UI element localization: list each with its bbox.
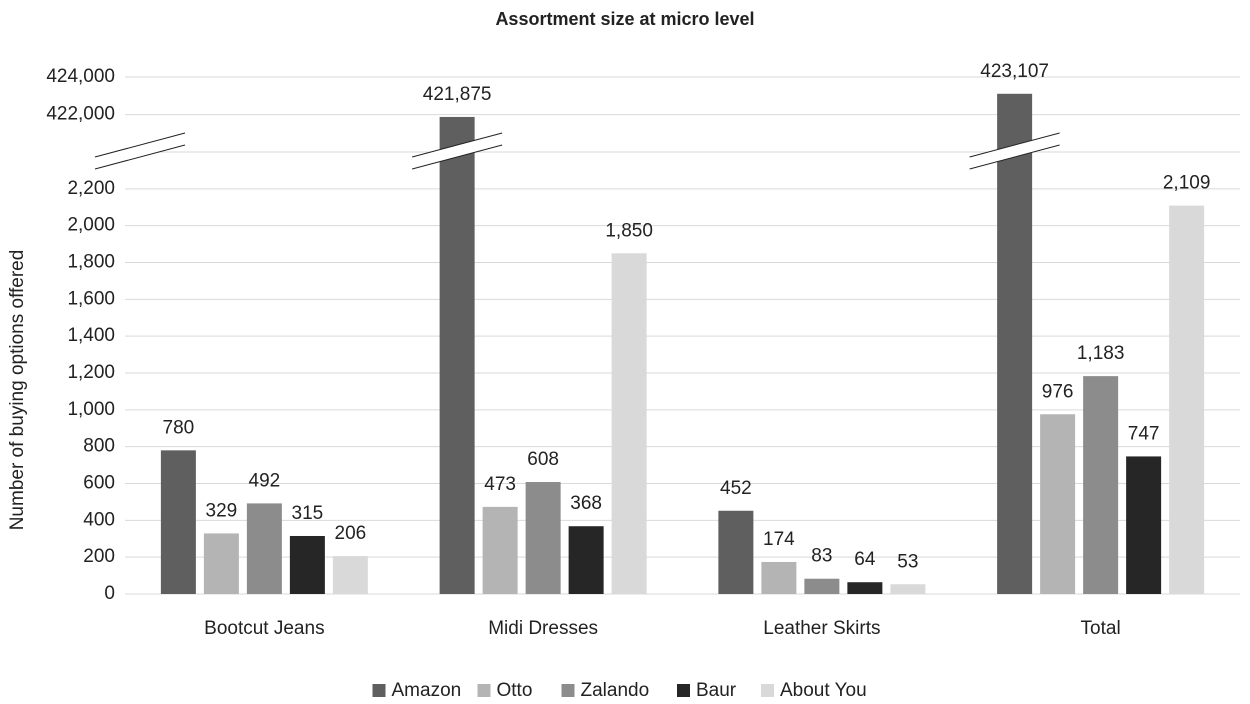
bar <box>611 253 647 594</box>
y-tick-label: 1,000 <box>67 399 115 420</box>
bar <box>289 535 325 594</box>
y-tick-label: 200 <box>83 546 115 567</box>
data-label: 452 <box>720 478 752 499</box>
axis-break-line <box>969 132 1060 158</box>
bar <box>1040 414 1076 594</box>
data-label: 2,109 <box>1163 173 1211 194</box>
y-tick-label: 800 <box>83 436 115 457</box>
bar <box>160 450 196 594</box>
legend-label: Amazon <box>392 680 462 701</box>
axis-break <box>412 133 503 169</box>
x-tick-label: Total <box>1081 618 1121 639</box>
y-tick-label: 1,400 <box>67 325 115 346</box>
x-tick-label: Leather Skirts <box>763 618 880 639</box>
data-label: 53 <box>897 551 918 572</box>
bar <box>332 556 368 594</box>
x-tick-label: Bootcut Jeans <box>204 618 324 639</box>
bar <box>482 506 518 594</box>
y-tick-label: 1,800 <box>67 252 115 273</box>
data-label: 368 <box>570 493 602 514</box>
bar <box>203 533 239 594</box>
bar <box>804 578 840 594</box>
data-label: 1,183 <box>1077 343 1125 364</box>
y-tick-label: 1,200 <box>67 362 115 383</box>
data-label: 780 <box>163 417 195 438</box>
legend-swatch <box>477 684 491 697</box>
legend-swatch <box>761 684 774 697</box>
bar <box>568 526 604 594</box>
y-tick-label: 424,000 <box>46 66 115 87</box>
bar <box>1169 205 1205 594</box>
legend-swatch <box>677 684 690 697</box>
y-tick-label: 600 <box>83 473 115 494</box>
bar <box>246 503 282 594</box>
data-label: 976 <box>1042 381 1074 402</box>
bar <box>997 93 1033 595</box>
x-tick-label: Midi Dresses <box>488 618 598 639</box>
axis-break-line <box>969 144 1060 170</box>
axis-break-line <box>411 144 503 170</box>
data-label: 747 <box>1128 423 1160 444</box>
legend-label: Zalando <box>581 680 650 701</box>
legend-swatch <box>561 684 575 697</box>
data-label: 315 <box>292 503 324 524</box>
data-label: 206 <box>335 523 367 544</box>
chart-title: Assortment size at micro level <box>495 9 754 29</box>
data-label: 423,107 <box>980 61 1049 82</box>
y-tick-label: 1,600 <box>67 288 115 309</box>
data-label: 608 <box>527 449 559 470</box>
y-tick-label: 422,000 <box>46 104 115 125</box>
legend-swatch <box>372 684 386 697</box>
data-label: 174 <box>763 529 795 550</box>
axis-break-line <box>411 132 503 158</box>
axis-break-line <box>94 144 186 170</box>
y-axis-label: Number of buying options offered <box>7 250 28 531</box>
data-label: 83 <box>811 546 832 567</box>
y-tick-label: 0 <box>104 583 115 604</box>
data-label: 473 <box>484 474 516 495</box>
legend-label: Baur <box>696 680 737 701</box>
data-label: 329 <box>206 500 238 521</box>
bar <box>718 510 754 594</box>
bar <box>1083 376 1119 594</box>
legend-label: Otto <box>497 680 533 701</box>
legend-label: About You <box>780 680 867 701</box>
data-label: 421,875 <box>423 84 492 105</box>
bar <box>439 116 475 594</box>
bar <box>1126 456 1162 594</box>
bar <box>761 561 797 594</box>
axis-break <box>95 133 185 169</box>
y-tick-label: 2,000 <box>67 215 115 236</box>
y-tick-label: 2,200 <box>67 178 115 199</box>
bar <box>525 482 561 594</box>
data-label: 1,850 <box>605 220 653 241</box>
bar <box>890 584 926 594</box>
y-tick-label: 400 <box>83 509 115 530</box>
bar <box>847 582 883 594</box>
axis-break-line <box>94 132 186 158</box>
axis-break <box>969 133 1060 169</box>
data-label: 492 <box>249 470 281 491</box>
data-label: 64 <box>854 549 876 570</box>
